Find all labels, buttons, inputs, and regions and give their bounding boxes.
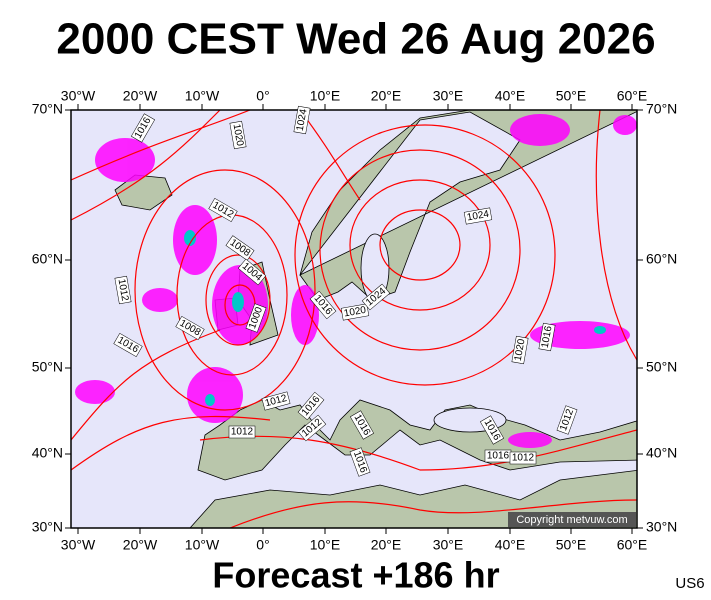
isobar-label: 1016 bbox=[538, 322, 556, 352]
isobar-label: 1012 bbox=[228, 425, 256, 439]
longitude-label: 10°W bbox=[185, 537, 220, 553]
isobar-label-box bbox=[511, 335, 529, 365]
isobar-label-box bbox=[349, 447, 371, 477]
isobar-label-box bbox=[225, 235, 255, 261]
isobar-label: 1024 bbox=[463, 207, 493, 225]
isobar-label-text: 1012 bbox=[512, 453, 535, 464]
isobar-label-box bbox=[229, 120, 247, 150]
longitude-label: 30°W bbox=[61, 537, 96, 553]
isobar-label-text: 1024 bbox=[295, 108, 310, 132]
isobar-label-box bbox=[361, 283, 391, 311]
isobar-label-text: 1020 bbox=[231, 123, 246, 147]
isobar-label: 1020 bbox=[340, 303, 370, 321]
isobar-label-box bbox=[175, 315, 205, 341]
isobar-label: 1012 bbox=[261, 391, 291, 411]
latitude-label: 60°N bbox=[646, 251, 677, 267]
precipitation bbox=[75, 114, 637, 448]
longitude-label: 40°E bbox=[495, 537, 526, 553]
longitude-label: 0° bbox=[256, 537, 269, 553]
isobar-label-box bbox=[114, 275, 132, 305]
longitude-label: 20°W bbox=[123, 537, 158, 553]
latitude-label: 70°N bbox=[646, 101, 677, 117]
isobar-label-box bbox=[228, 425, 256, 439]
copyright-box bbox=[508, 512, 636, 527]
isobar-label-box bbox=[340, 303, 370, 321]
latitude-label: 30°N bbox=[32, 519, 63, 535]
title: 2000 CEST Wed 26 Aug 2026 bbox=[56, 15, 655, 64]
isobar-label: 1012 bbox=[114, 275, 132, 305]
longitude-label: 60°E bbox=[617, 88, 648, 104]
latitude-label: 50°N bbox=[32, 359, 63, 375]
forecast-label: Forecast +186 hr bbox=[212, 555, 499, 596]
isobar-label: 1020 bbox=[511, 335, 529, 365]
isobar-label-box bbox=[463, 207, 493, 225]
isobar-label-text: 1012 bbox=[231, 427, 254, 438]
isobar-label-box bbox=[297, 391, 325, 421]
longitude-label: 30°E bbox=[433, 537, 464, 553]
isobar-label: 1020 bbox=[229, 120, 247, 150]
latitude-label: 70°N bbox=[32, 101, 63, 117]
isobar-label-text: 1016 bbox=[487, 451, 510, 462]
isobar-label-box bbox=[538, 322, 556, 352]
isobar-label: 1016 bbox=[484, 449, 512, 463]
longitude-label: 40°E bbox=[495, 88, 526, 104]
model-code: US6 bbox=[675, 575, 704, 592]
map-frame bbox=[70, 109, 638, 529]
latitude-label: 40°N bbox=[646, 445, 677, 461]
isobar-label-box bbox=[130, 113, 156, 143]
isobar-label: 1012 bbox=[509, 451, 537, 465]
longitude-label: 10°W bbox=[185, 88, 220, 104]
latitude-label: 30°N bbox=[646, 519, 677, 535]
longitude-label: 20°E bbox=[371, 88, 402, 104]
isobar-label-box bbox=[479, 415, 505, 445]
isobar-label-text: 1016 bbox=[540, 325, 555, 349]
sea bbox=[71, 110, 637, 528]
isobar-label-text: 1024 bbox=[466, 209, 490, 224]
longitude-label: 10°E bbox=[310, 88, 341, 104]
isobar-label-box bbox=[349, 410, 375, 440]
copyright: Copyright metvuw.com bbox=[516, 514, 627, 526]
isobar-label-box bbox=[556, 405, 578, 435]
isobar-label-text: 1020 bbox=[343, 305, 367, 320]
isobar-label-box bbox=[113, 332, 143, 358]
isobar-label-box bbox=[261, 391, 291, 411]
longitude-label: 50°E bbox=[556, 88, 587, 104]
longitude-label: 0° bbox=[256, 88, 269, 104]
heavy-precipitation bbox=[184, 230, 606, 406]
isobar-label-box bbox=[309, 290, 337, 320]
longitude-label: 50°E bbox=[556, 537, 587, 553]
longitude-label: 60°E bbox=[617, 537, 648, 553]
longitude-label: 30°E bbox=[433, 88, 464, 104]
isobar-label-box bbox=[509, 451, 537, 465]
isobar-label-box bbox=[293, 105, 311, 135]
isobar-label-box bbox=[237, 258, 267, 286]
latitude-label: 50°N bbox=[646, 359, 677, 375]
isobar-label-text: 1020 bbox=[513, 338, 528, 362]
longitude-label: 30°W bbox=[61, 88, 96, 104]
isobar-label: 1024 bbox=[293, 105, 311, 135]
longitude-label: 10°E bbox=[310, 537, 341, 553]
isobar-label-box bbox=[208, 197, 238, 223]
latitude-label: 60°N bbox=[32, 251, 63, 267]
isobars bbox=[71, 110, 637, 528]
isobar-label-box bbox=[297, 414, 327, 442]
isobar-label-text: 1012 bbox=[116, 278, 131, 302]
latitude-label: 40°N bbox=[32, 445, 63, 461]
longitude-label: 20°W bbox=[123, 88, 158, 104]
longitude-label: 20°E bbox=[371, 537, 402, 553]
isobar-label-box bbox=[245, 303, 267, 333]
